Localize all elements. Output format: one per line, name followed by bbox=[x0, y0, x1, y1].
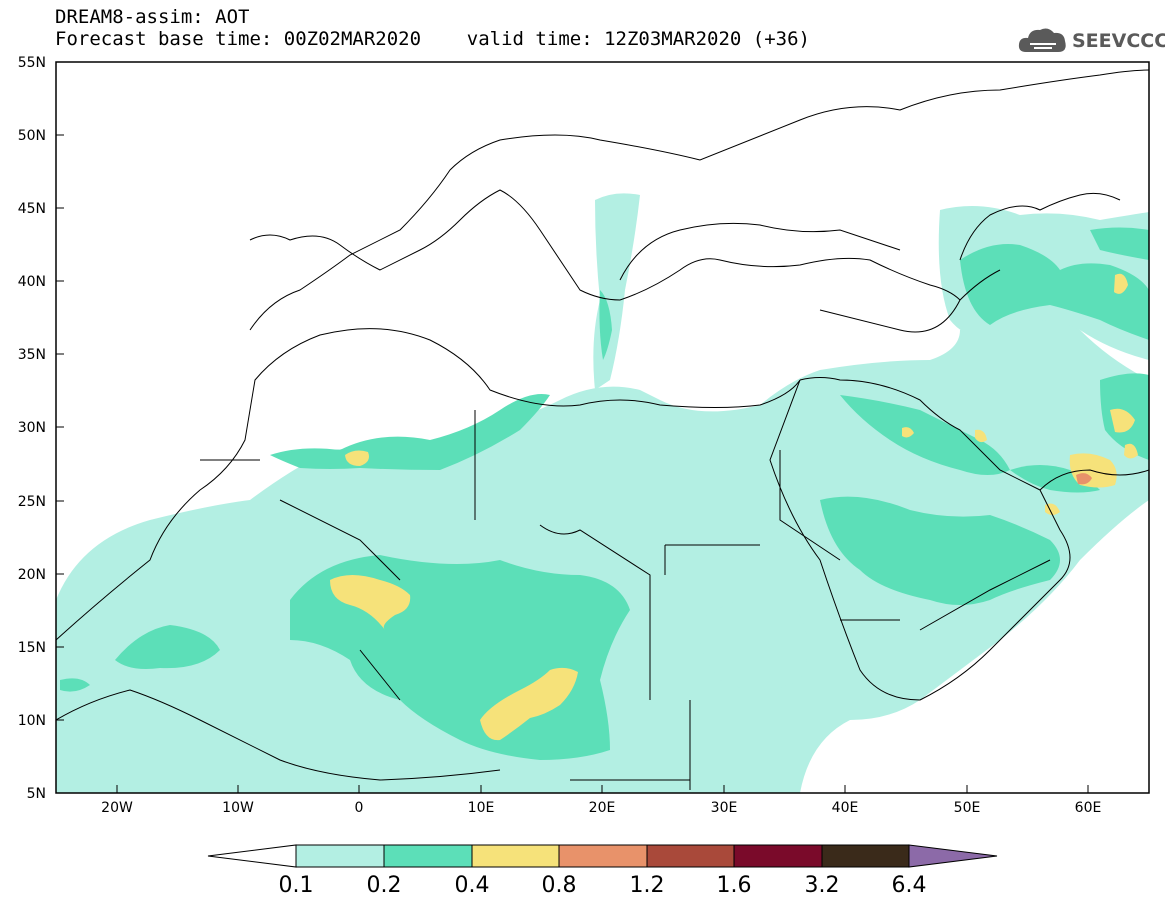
colorbar-label: 0.2 bbox=[366, 873, 402, 898]
lon-label: 10E bbox=[467, 800, 495, 816]
colorbar-under-arrow bbox=[207, 844, 297, 868]
lat-label: 20N bbox=[17, 567, 46, 583]
lon-label: 10W bbox=[222, 800, 254, 816]
aot-fields bbox=[56, 193, 1149, 793]
lon-label: 20W bbox=[101, 800, 133, 816]
coastlines bbox=[56, 69, 1149, 790]
colorbar-label: 1.6 bbox=[716, 873, 752, 898]
cloud-icon bbox=[1018, 28, 1066, 52]
lon-label: 20E bbox=[588, 800, 616, 816]
colorbar-swatch bbox=[295, 844, 385, 868]
lat-label: 45N bbox=[17, 201, 46, 217]
colorbar-swatch bbox=[733, 844, 823, 868]
aot-level-0.8 bbox=[1076, 473, 1092, 485]
lon-label: 50E bbox=[953, 800, 981, 816]
colorbar-swatch bbox=[558, 844, 648, 868]
colorbar-swatch bbox=[646, 844, 735, 868]
colorbar-label: 0.4 bbox=[454, 873, 490, 898]
colorbar-swatch bbox=[383, 844, 473, 868]
lat-label: 50N bbox=[17, 128, 46, 144]
seevccc-logo: SEEVCCC bbox=[1016, 22, 1165, 58]
forecast-time-line: Forecast base time: 00Z02MAR2020 valid t… bbox=[55, 28, 810, 50]
lat-label: 25N bbox=[17, 494, 46, 510]
lon-label: 40E bbox=[831, 800, 859, 816]
map-title: DREAM8-assim: AOT bbox=[55, 6, 250, 28]
lat-label: 35N bbox=[17, 347, 46, 363]
lon-label: 0 bbox=[354, 800, 364, 816]
lat-label: 5N bbox=[26, 786, 46, 802]
aot-level-0.4 bbox=[330, 273, 1138, 741]
colorbar-swatch bbox=[471, 844, 560, 868]
logo-text: SEEVCCC bbox=[1072, 30, 1165, 52]
axis-ticks bbox=[56, 61, 1089, 793]
colorbar-label: 1.2 bbox=[629, 873, 665, 898]
colorbar-label: 0.8 bbox=[541, 873, 577, 898]
lat-label: 55N bbox=[17, 55, 46, 71]
lon-label: 30E bbox=[710, 800, 738, 816]
lat-label: 40N bbox=[17, 274, 46, 290]
lat-label: 30N bbox=[17, 420, 46, 436]
lon-label: 60E bbox=[1074, 800, 1102, 816]
colorbar-label: 6.4 bbox=[891, 873, 927, 898]
colorbar-swatch bbox=[821, 844, 910, 868]
lat-label: 15N bbox=[17, 640, 46, 656]
colorbar-over-arrow bbox=[908, 844, 998, 868]
colorbar-label: 3.2 bbox=[804, 873, 840, 898]
lat-label: 10N bbox=[17, 713, 46, 729]
colorbar-label: 0.1 bbox=[278, 873, 314, 898]
colorbar bbox=[207, 844, 998, 868]
